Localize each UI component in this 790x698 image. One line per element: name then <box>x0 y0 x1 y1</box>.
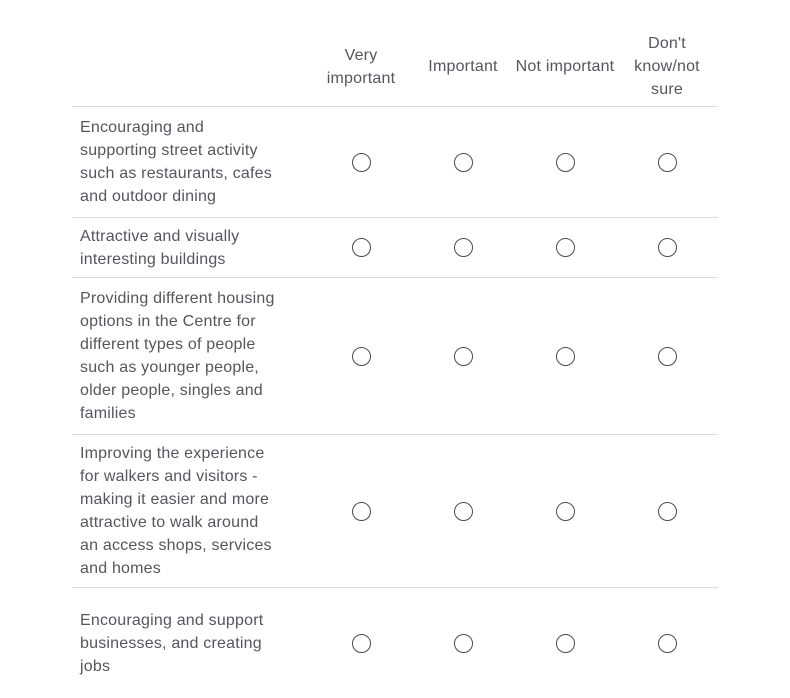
radio-cell <box>514 501 616 521</box>
column-header-not-important: Not important <box>514 27 616 106</box>
radio-dont-know-not-sure[interactable] <box>657 152 677 172</box>
matrix-header-row: Very important Important Not important D… <box>72 0 718 107</box>
column-header-important: Important <box>412 27 514 106</box>
radio-dont-know-not-sure[interactable] <box>657 346 677 366</box>
radio-cell <box>412 633 514 653</box>
column-header-label: Not important <box>515 58 615 75</box>
radio-cell <box>412 152 514 172</box>
radio-not-important[interactable] <box>555 633 575 653</box>
radio-cell <box>412 238 514 257</box>
radio-important[interactable] <box>453 346 473 366</box>
radio-cell <box>514 346 616 366</box>
row-label: Encouraging and supporting street activi… <box>80 119 272 205</box>
radio-dont-know-not-sure[interactable] <box>657 238 677 257</box>
radio-very-important[interactable] <box>351 346 371 366</box>
importance-rating-matrix: Very important Important Not important D… <box>72 0 718 698</box>
row-label: Improving the experience for walkers and… <box>80 445 272 577</box>
radio-important[interactable] <box>453 152 473 172</box>
row-label-cell: Encouraging and support businesses, and … <box>72 609 310 678</box>
radio-cell <box>310 633 412 653</box>
radio-cell <box>310 346 412 366</box>
column-header-label: Don't know/not sure <box>634 35 700 98</box>
matrix-row: Improving the experience for walkers and… <box>72 435 718 588</box>
radio-very-important[interactable] <box>351 152 371 172</box>
column-header-dont-know-not-sure: Don't know/not sure <box>616 27 718 106</box>
row-label-cell: Encouraging and supporting street activi… <box>72 116 310 208</box>
matrix-body: Encouraging and supporting street activi… <box>72 107 718 698</box>
radio-cell <box>412 501 514 521</box>
column-header-label: Very important <box>326 46 396 87</box>
radio-dont-know-not-sure[interactable] <box>657 501 677 521</box>
radio-not-important[interactable] <box>555 346 575 366</box>
radio-very-important[interactable] <box>351 633 371 653</box>
row-label: Encouraging and support businesses, and … <box>80 611 264 675</box>
matrix-row: Encouraging and supporting street activi… <box>72 107 718 218</box>
radio-not-important[interactable] <box>555 238 575 257</box>
radio-cell <box>310 152 412 172</box>
radio-cell <box>514 633 616 653</box>
matrix-row: Encouraging and support businesses, and … <box>72 588 718 698</box>
radio-dont-know-not-sure[interactable] <box>657 633 677 653</box>
radio-cell <box>616 238 718 257</box>
radio-cell <box>514 238 616 257</box>
radio-cell <box>616 501 718 521</box>
radio-cell <box>310 501 412 521</box>
radio-not-important[interactable] <box>555 152 575 172</box>
radio-cell <box>310 238 412 257</box>
radio-cell <box>616 346 718 366</box>
radio-important[interactable] <box>453 501 473 521</box>
row-label-cell: Attractive and visually interesting buil… <box>72 225 310 271</box>
column-header-label: Important <box>428 58 498 75</box>
radio-very-important[interactable] <box>351 238 371 257</box>
radio-very-important[interactable] <box>351 501 371 521</box>
radio-cell <box>616 633 718 653</box>
radio-cell <box>616 152 718 172</box>
matrix-row: Attractive and visually interesting buil… <box>72 218 718 278</box>
radio-important[interactable] <box>453 238 473 257</box>
radio-cell <box>514 152 616 172</box>
radio-important[interactable] <box>453 633 473 653</box>
row-label: Providing different housing options in t… <box>80 290 275 422</box>
row-label-cell: Improving the experience for walkers and… <box>72 442 310 580</box>
radio-cell <box>412 346 514 366</box>
row-label: Attractive and visually interesting buil… <box>80 227 240 268</box>
radio-not-important[interactable] <box>555 501 575 521</box>
header-spacer <box>72 27 310 106</box>
matrix-row: Providing different housing options in t… <box>72 278 718 435</box>
row-label-cell: Providing different housing options in t… <box>72 287 310 425</box>
column-header-very-important: Very important <box>310 27 412 106</box>
